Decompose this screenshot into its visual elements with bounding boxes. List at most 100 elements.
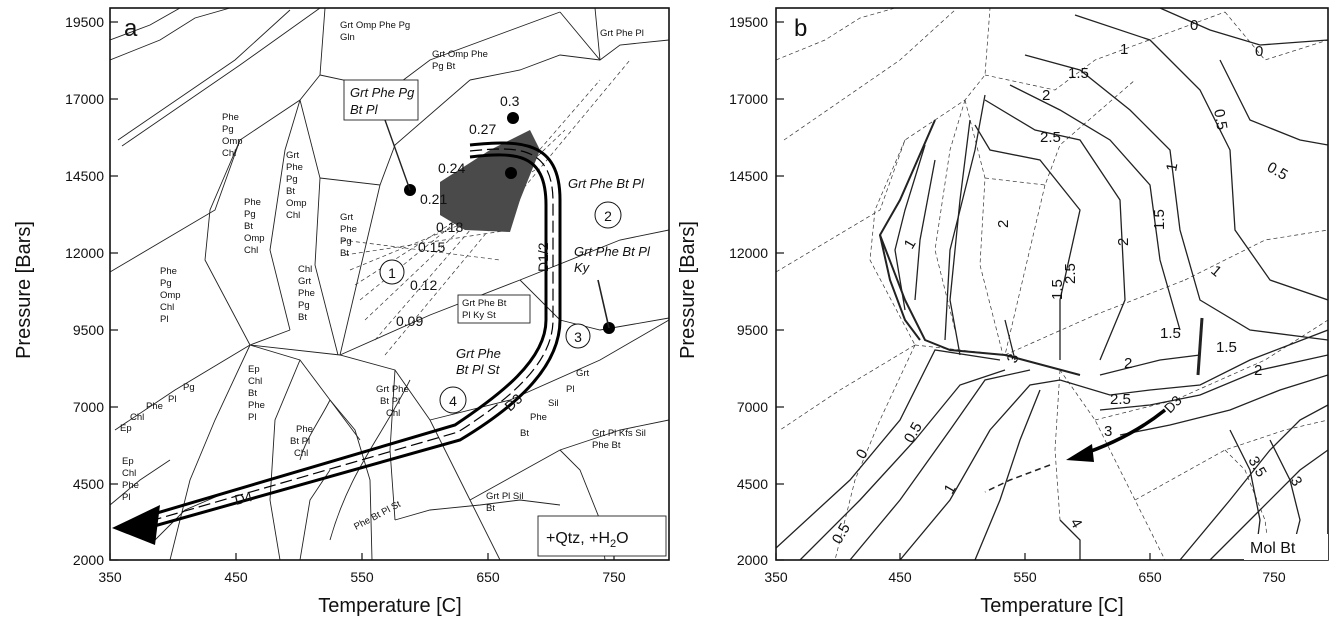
field-label: Pl	[160, 314, 168, 325]
field-label: Chl	[298, 264, 312, 275]
field-label: Grt Phe	[376, 384, 409, 395]
callout-text: Grt Phe Bt	[462, 298, 507, 309]
x-axis-label: Temperature [C]	[980, 595, 1123, 617]
field-label: Phe	[296, 424, 313, 435]
contour-label: 4	[1067, 516, 1086, 532]
x-tick: 350	[98, 569, 122, 585]
field-label: Grt Phe Pl	[600, 28, 644, 39]
field-number-1: 1	[379, 259, 405, 285]
field-label: Phe	[298, 288, 315, 299]
path-arrowhead-b	[1066, 444, 1094, 462]
field-label: Pg	[298, 300, 310, 311]
isopleth-value: 0.18	[436, 219, 463, 235]
isopleth-value: 0.21	[420, 191, 447, 207]
field-label: Phe Bt Pl St	[352, 499, 403, 533]
isopleth-value: 0.24	[438, 160, 465, 176]
svg-text:1: 1	[388, 265, 396, 281]
callout-text: Grt Phe Bt Pl	[574, 244, 651, 259]
isopleth-value: 0.3	[500, 93, 520, 109]
contour-label: 1	[1120, 41, 1128, 58]
contour-label: 2	[1254, 362, 1262, 379]
field-label: Phe	[122, 480, 139, 491]
callout-box	[457, 294, 531, 324]
x-axis-label: Temperature [C]	[318, 595, 461, 617]
y-tick: 19500	[65, 14, 104, 30]
field-number-3: 3	[565, 323, 591, 349]
field-label: Gln	[340, 32, 355, 43]
field-label: Pg	[286, 174, 298, 185]
field-label: Pg	[340, 236, 352, 247]
y-tick: 4500	[73, 476, 104, 492]
y-tick: 19500	[729, 14, 768, 30]
sample-dots	[404, 112, 615, 334]
field-label: Chl	[122, 468, 136, 479]
field-label: Bt	[520, 428, 529, 439]
x-tick: 350	[764, 569, 788, 585]
contour-label: 3	[1104, 423, 1112, 440]
x-tick: 450	[224, 569, 248, 585]
field-label: Grt Pl Kfs Sil	[592, 428, 646, 439]
field-label: Phe	[146, 401, 163, 412]
y-axis-label: Pressure [Bars]	[677, 221, 699, 359]
field-label: Grt	[286, 150, 300, 161]
isopleth-value: 0.09	[396, 313, 423, 329]
y-tick: 2000	[737, 552, 768, 568]
contour-label: 0	[1190, 17, 1198, 34]
field-label: Ep	[120, 423, 132, 434]
contour-label: 1	[1207, 262, 1224, 280]
contour-label: 0.5	[1210, 108, 1230, 131]
callout-text: Bt Pl St	[456, 362, 501, 377]
field-label: Grt Omp Phe Pg	[340, 20, 410, 31]
y-tick: 14500	[729, 168, 768, 184]
callout-text: Ky	[574, 260, 591, 275]
field-label: Pg	[183, 382, 195, 393]
field-label: Chl	[386, 408, 400, 419]
field-label: Bt Pl	[290, 436, 310, 447]
panel-b	[775, 7, 1329, 561]
field-label: Pl	[168, 394, 176, 405]
field-label: Pg	[160, 278, 172, 289]
y-tick: 9500	[73, 322, 104, 338]
x-tick: 750	[602, 569, 626, 585]
y-tick: 7000	[737, 399, 768, 415]
field-label: Omp	[160, 290, 181, 301]
field-label: Chl	[294, 448, 308, 459]
field-number-2: 2	[594, 201, 622, 229]
contour-label: 0.5	[829, 520, 854, 547]
panel-b-text: b 19500 17000 14500 12000 9500 7000 4500…	[677, 14, 1328, 617]
field-label: Pg	[244, 209, 256, 220]
x-tick: 650	[476, 569, 500, 585]
pt-path-a	[112, 141, 562, 545]
field-label: Grt	[576, 368, 590, 379]
field-label: Chl	[222, 148, 236, 159]
field-label: Omp	[244, 233, 265, 244]
y-tick: 17000	[65, 91, 104, 107]
contour-label: 1.5	[1049, 279, 1066, 300]
svg-text:2: 2	[604, 208, 612, 224]
field-label: Chl	[248, 376, 262, 387]
isopleth-value: 0.27	[469, 121, 496, 137]
panel-label-b: b	[794, 15, 807, 42]
plot-frame-a	[109, 7, 670, 561]
field-label: Chl	[130, 412, 144, 423]
callout-text: Pl Ky St	[462, 310, 496, 321]
x-tick: 550	[350, 569, 374, 585]
field-label: Bt	[298, 312, 307, 323]
field-label: Ep	[122, 456, 134, 467]
field-label: Phe Bt	[592, 440, 621, 451]
path-arrowhead	[112, 505, 160, 545]
field-label: Sil	[548, 398, 559, 409]
field-label: Phe	[222, 112, 239, 123]
contour-label: 2.5	[1110, 391, 1131, 408]
field-number-4: 4	[439, 386, 467, 414]
y-tick: 2000	[73, 552, 104, 568]
field-label: Chl	[286, 210, 300, 221]
field-label: Pg	[222, 124, 234, 135]
field-label: Phe	[160, 266, 177, 277]
field-label: Phe	[286, 162, 303, 173]
x-tick: 650	[1138, 569, 1162, 585]
contour-label: 1	[1163, 162, 1181, 173]
field-label: Omp	[286, 198, 307, 209]
contour-label: 1	[901, 236, 920, 252]
